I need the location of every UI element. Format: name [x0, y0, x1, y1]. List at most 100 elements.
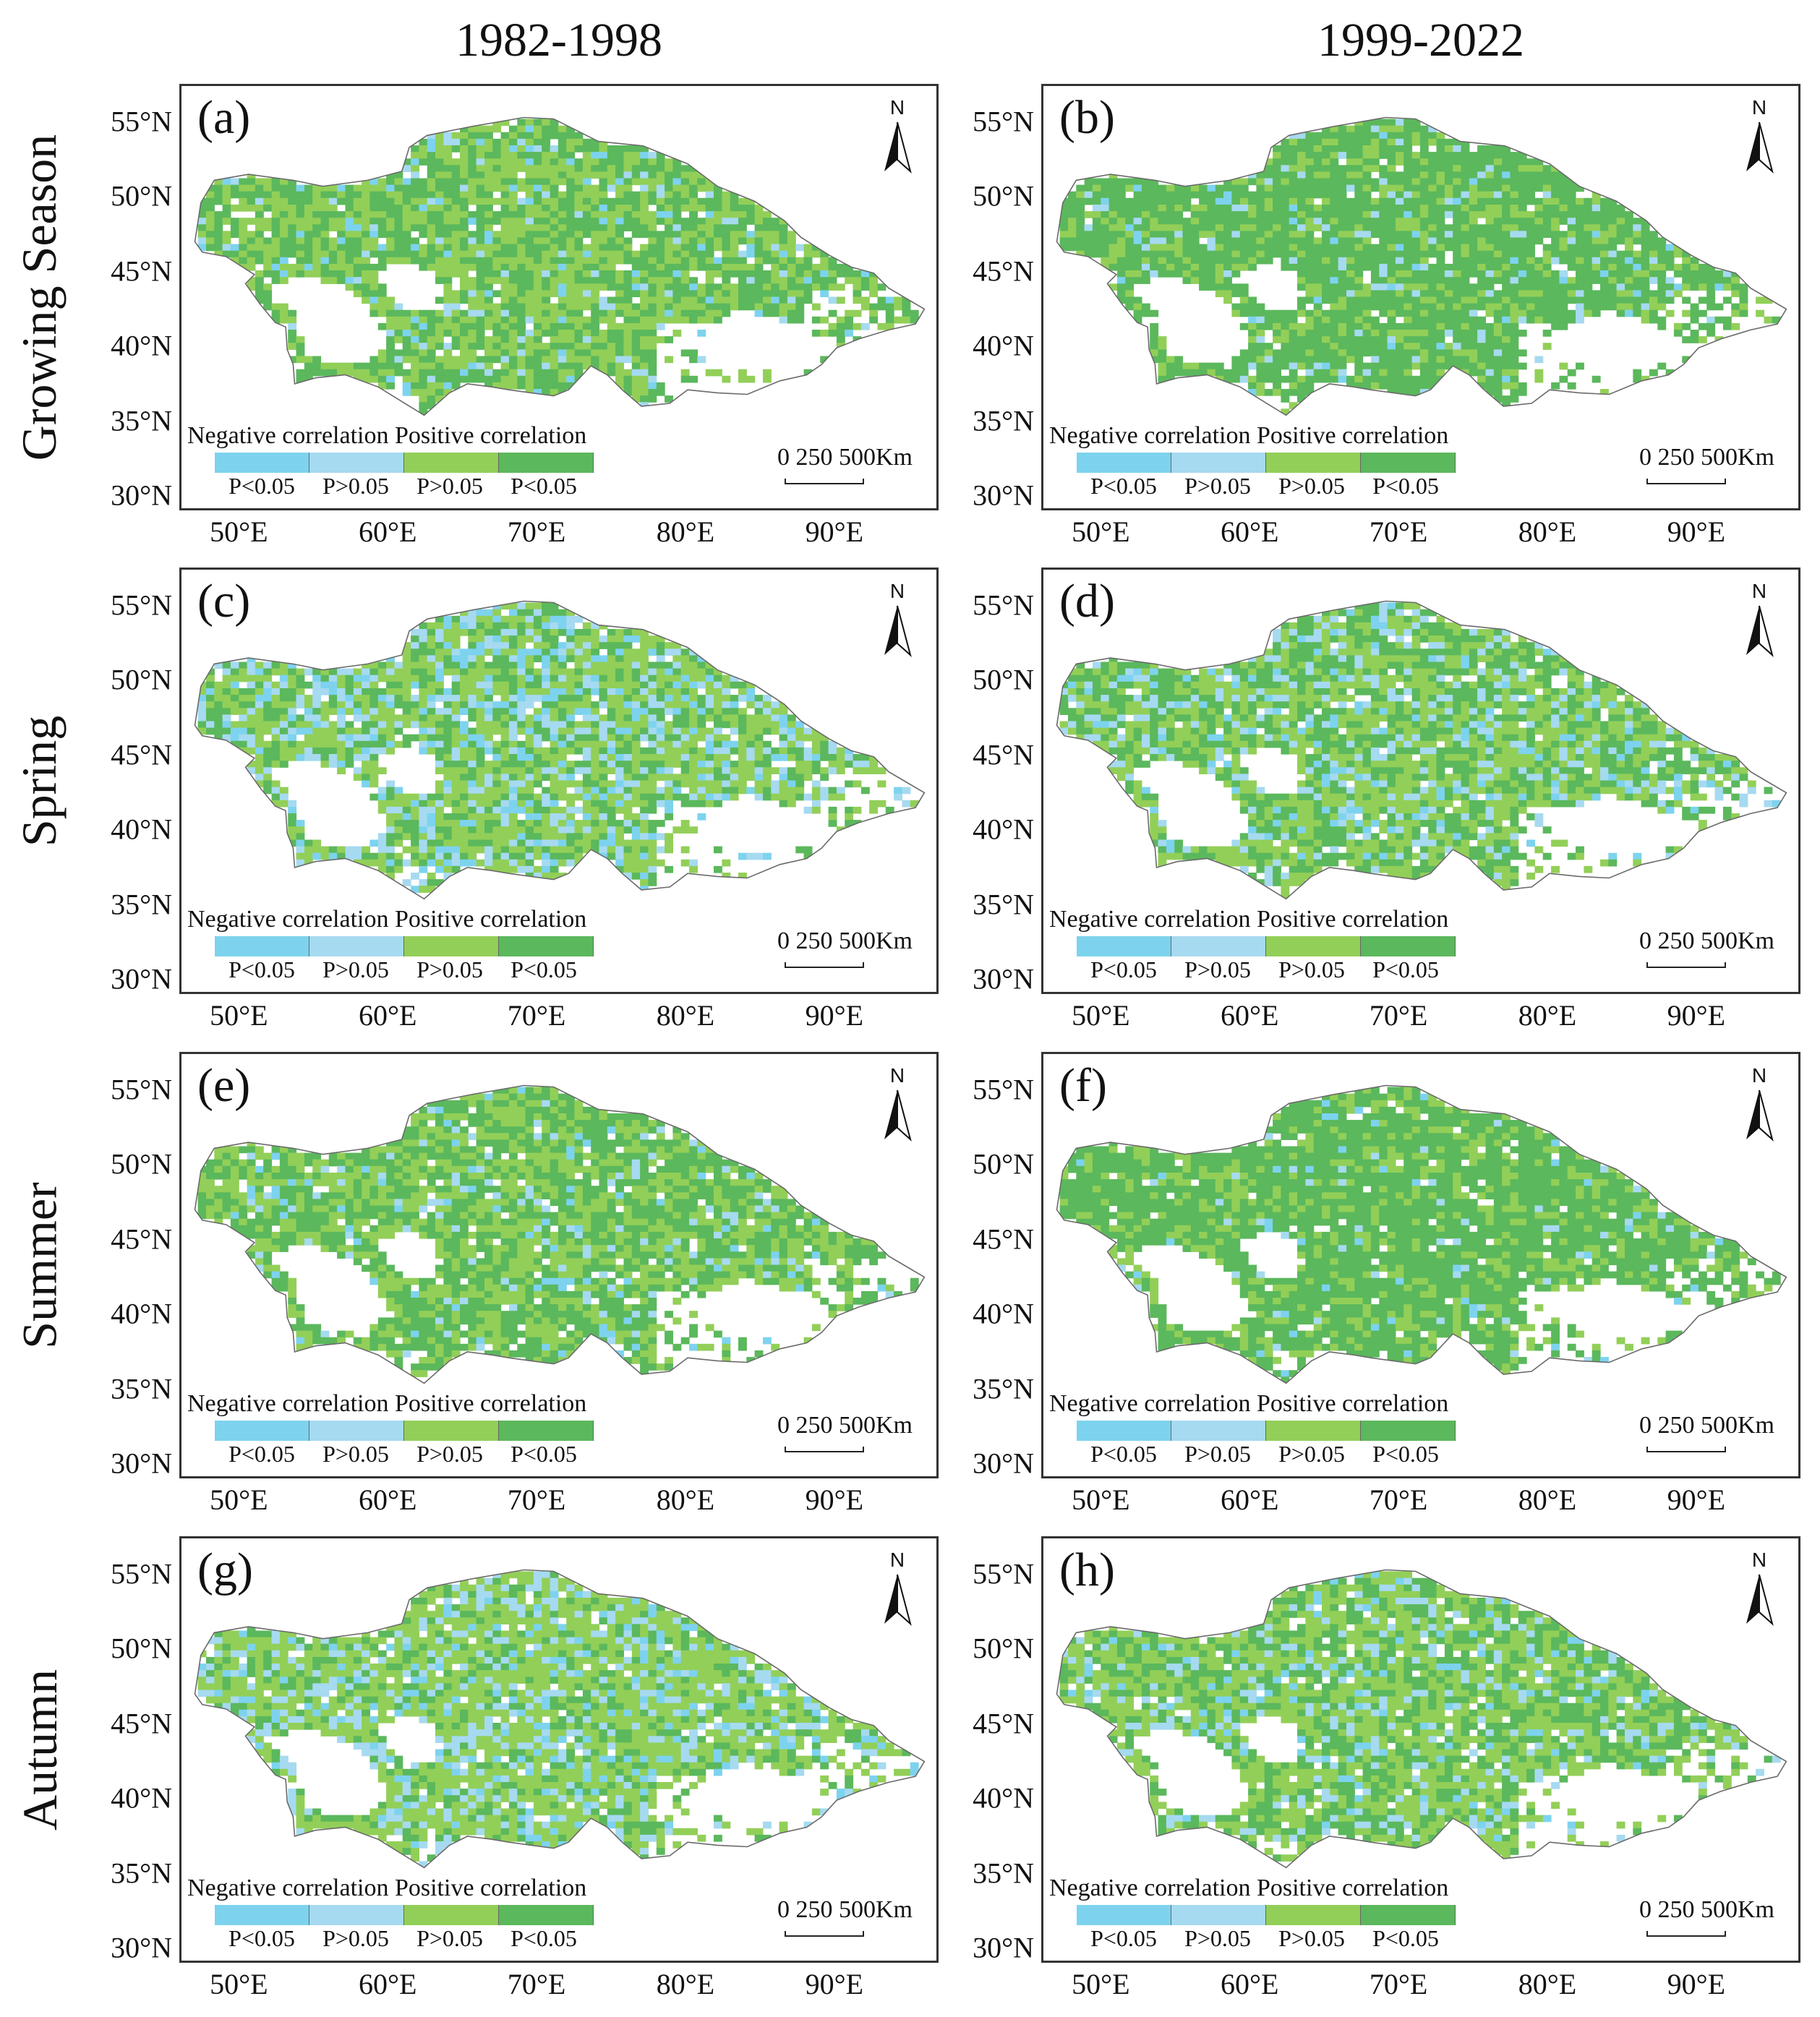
correlation-cell [1411, 152, 1421, 159]
correlation-cell [1625, 231, 1633, 239]
correlation-cell [353, 362, 362, 370]
correlation-cell [1493, 171, 1503, 179]
correlation-cell [623, 330, 633, 337]
correlation-cell [1428, 138, 1437, 146]
correlation-cell [746, 197, 756, 205]
correlation-cell [517, 349, 526, 357]
correlation-cell [672, 218, 682, 225]
correlation-cell [1108, 218, 1118, 225]
correlation-cell [402, 231, 411, 239]
correlation-cell [1404, 224, 1413, 231]
correlation-cell [557, 309, 567, 317]
correlation-cell [1534, 263, 1544, 271]
correlation-cell [460, 231, 469, 239]
scale-bar-line [1646, 479, 1726, 484]
correlation-cell [1485, 283, 1495, 291]
correlation-cell [631, 688, 641, 695]
column-title-1: 1982-1998 [456, 14, 662, 67]
correlation-cell [1264, 211, 1273, 218]
correlation-cell [1215, 250, 1224, 258]
correlation-cell [599, 184, 608, 192]
correlation-cell [1141, 218, 1150, 225]
correlation-cell [1526, 296, 1535, 304]
correlation-cell [214, 250, 223, 258]
correlation-cell [533, 224, 542, 231]
correlation-cell [1338, 145, 1347, 153]
correlation-cell [722, 695, 731, 702]
correlation-cell [369, 237, 379, 245]
correlation-cell [1330, 336, 1339, 343]
correlation-cell [288, 270, 297, 278]
correlation-cell [411, 191, 419, 199]
correlation-cell [738, 237, 747, 245]
correlation-cell [508, 152, 518, 159]
correlation-cells [197, 602, 919, 893]
correlation-cell [517, 356, 526, 364]
correlation-cell [517, 237, 526, 245]
correlation-cell [296, 231, 305, 239]
correlation-cell [304, 218, 313, 225]
correlation-cell [484, 158, 493, 166]
row-title-4: Autumn [0, 1536, 80, 1963]
correlation-cell [1330, 270, 1339, 278]
correlation-cell [328, 250, 338, 258]
correlation-cell [591, 349, 600, 357]
correlation-cell [1567, 178, 1576, 186]
correlation-cell [1068, 231, 1077, 239]
correlation-cell [1338, 152, 1347, 159]
correlation-cell [656, 290, 665, 298]
correlation-cell [754, 296, 764, 304]
correlation-cell [631, 668, 641, 676]
correlation-cell [1453, 309, 1462, 317]
correlation-cell [557, 615, 567, 623]
correlation-cell [550, 283, 559, 291]
correlation-cell [640, 395, 649, 403]
correlation-cell [411, 309, 419, 317]
correlation-cell [320, 244, 330, 252]
correlation-cell [1125, 218, 1135, 225]
correlation-cell [508, 642, 518, 649]
correlation-cell [1387, 309, 1396, 317]
correlation-cell [288, 191, 297, 199]
correlation-cell [1322, 237, 1330, 245]
correlation-cell [1493, 145, 1503, 153]
correlation-cell [648, 382, 657, 390]
correlation-cell [517, 224, 526, 231]
correlation-cell [263, 701, 273, 708]
correlation-cell [1444, 205, 1453, 212]
correlation-cell [468, 257, 477, 265]
correlation-cell [672, 309, 682, 317]
correlation-cell [1518, 283, 1527, 291]
correlation-cell [320, 237, 330, 245]
correlation-cell [1297, 277, 1306, 284]
correlation-cell [1182, 277, 1192, 284]
correlation-cell [492, 349, 502, 357]
correlation-cell [1493, 336, 1503, 343]
correlation-cell [1395, 270, 1404, 278]
correlation-cell [1158, 336, 1167, 343]
correlation-cell [1231, 197, 1241, 205]
correlation-cell [591, 191, 600, 199]
correlation-cell [1411, 316, 1421, 324]
correlation-cell [1404, 250, 1413, 258]
correlation-cell [1379, 171, 1388, 179]
correlation-cell [648, 362, 657, 370]
correlation-cell [296, 343, 305, 350]
correlation-cell [648, 171, 657, 179]
latitude-tick-label: 40°N [973, 329, 1034, 362]
correlation-cell [623, 642, 633, 649]
correlation-cell [1092, 211, 1101, 218]
correlation-cell [1379, 237, 1388, 245]
correlation-cell [377, 661, 387, 669]
correlation-cell [697, 263, 706, 271]
correlation-cell [1534, 356, 1544, 364]
correlation-cell [1461, 184, 1470, 192]
correlation-cell [296, 336, 305, 343]
correlation-cell [542, 205, 551, 212]
correlation-cell [443, 330, 453, 337]
correlation-cell [640, 389, 649, 396]
correlation-cell [615, 224, 624, 231]
correlation-cell [680, 349, 690, 357]
correlation-cell [533, 231, 542, 239]
correlation-cell [860, 277, 870, 284]
